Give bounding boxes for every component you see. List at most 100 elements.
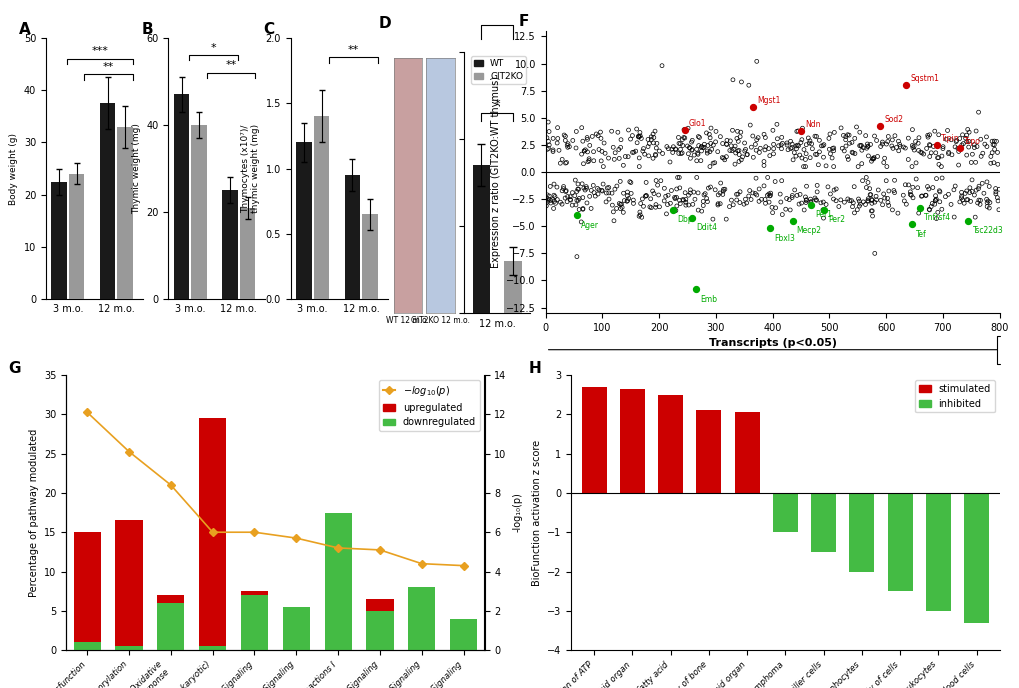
Point — [967, 184, 983, 195]
Point — [779, 140, 795, 151]
Point — [960, 142, 976, 153]
Bar — [115, 520, 143, 650]
Point — [681, 142, 697, 153]
Point — [859, 195, 875, 206]
Point — [766, 202, 783, 213]
Point — [761, 191, 777, 202]
Point — [758, 190, 774, 201]
Point — [649, 180, 665, 191]
Point — [953, 140, 969, 151]
Point — [843, 137, 859, 148]
Point — [916, 190, 932, 201]
Point — [540, 136, 556, 147]
Point — [736, 146, 752, 157]
Point — [603, 126, 620, 137]
Point — [801, 152, 817, 163]
Point — [578, 197, 594, 208]
Point — [922, 147, 938, 158]
Point — [561, 194, 578, 205]
Point — [974, 148, 990, 159]
Point — [675, 132, 691, 143]
Point — [782, 204, 798, 215]
Point — [672, 198, 688, 209]
Point — [839, 193, 855, 204]
Point — [688, 155, 704, 166]
Point — [953, 191, 969, 202]
Point — [627, 146, 643, 157]
Point — [664, 147, 681, 158]
Point — [567, 175, 583, 186]
Text: Tsc22d3: Tsc22d3 — [971, 226, 1003, 235]
Point — [546, 196, 562, 207]
Bar — [100, 103, 115, 299]
Point — [544, 133, 560, 144]
Point — [955, 197, 971, 208]
Point — [750, 196, 766, 207]
Point — [751, 142, 767, 153]
Point — [986, 186, 1003, 197]
Point — [815, 204, 832, 215]
Point — [661, 156, 678, 167]
Y-axis label: Troma1 mRNA expression
(normalized to Gapdh): Troma1 mRNA expression (normalized to Ga… — [414, 125, 433, 240]
Point — [681, 142, 697, 153]
Point — [673, 148, 689, 159]
Point — [909, 138, 925, 149]
Point — [631, 161, 647, 172]
Point — [675, 195, 691, 206]
Point — [882, 140, 899, 151]
Point — [611, 142, 628, 153]
Point — [625, 195, 641, 206]
Point — [981, 151, 998, 162]
Bar — [963, 493, 988, 623]
Point — [949, 143, 965, 154]
Point — [933, 143, 950, 154]
Point — [759, 172, 775, 183]
Point — [576, 145, 592, 156]
Bar — [657, 395, 683, 493]
Bar — [51, 182, 67, 299]
Point — [883, 204, 900, 215]
Point — [920, 151, 936, 162]
Point — [825, 184, 842, 195]
Point — [603, 200, 620, 211]
Point — [548, 138, 565, 149]
Point — [757, 141, 773, 152]
Point — [619, 191, 635, 202]
Point — [783, 142, 799, 153]
Text: Tef: Tef — [915, 230, 925, 239]
Point — [544, 146, 560, 157]
Point — [863, 205, 879, 216]
Point — [878, 193, 895, 204]
Text: A: A — [18, 22, 31, 37]
Point — [715, 154, 732, 165]
Point — [837, 140, 853, 151]
Point — [568, 186, 584, 197]
Point — [725, 200, 741, 211]
Point — [912, 147, 928, 158]
Point — [904, 124, 920, 135]
Point — [827, 195, 844, 206]
Point — [682, 153, 698, 164]
Point — [879, 200, 896, 211]
Point — [540, 191, 556, 202]
Point — [827, 184, 844, 195]
Point — [748, 134, 764, 145]
Point — [717, 139, 734, 150]
Bar — [408, 588, 435, 650]
Point — [861, 189, 877, 200]
Point — [760, 189, 776, 200]
Point — [958, 194, 974, 205]
Point — [764, 143, 781, 154]
Point — [684, 212, 700, 223]
Point — [797, 161, 813, 172]
Point — [671, 138, 687, 149]
Point — [852, 140, 868, 151]
Point — [652, 175, 668, 186]
Point — [704, 140, 720, 151]
Point — [694, 196, 710, 207]
Point — [928, 140, 945, 151]
Point — [963, 186, 979, 197]
Point — [764, 139, 781, 150]
Point — [928, 207, 945, 218]
Point — [784, 215, 800, 226]
